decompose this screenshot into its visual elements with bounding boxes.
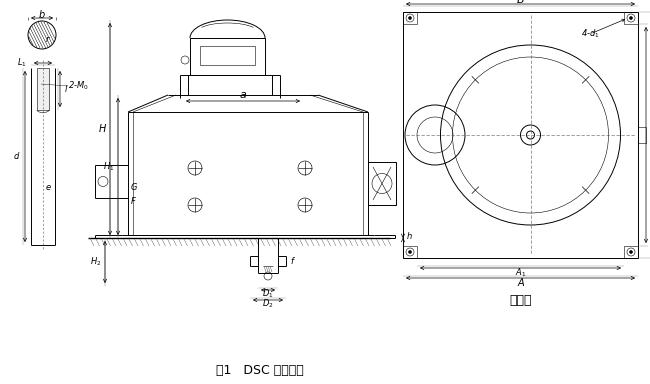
Circle shape: [408, 250, 411, 253]
Text: 2-$M_0$: 2-$M_0$: [68, 80, 89, 92]
Text: $H_2$: $H_2$: [90, 256, 101, 268]
Text: B: B: [517, 0, 525, 5]
Bar: [624, 12, 638, 24]
Text: $A_1$: $A_1$: [515, 267, 526, 279]
Text: r: r: [46, 35, 49, 45]
Text: e: e: [46, 183, 51, 192]
Bar: [190, 38, 265, 75]
Circle shape: [629, 250, 632, 253]
Text: 仰视图: 仰视图: [509, 293, 532, 306]
Text: b: b: [39, 10, 45, 20]
Text: h: h: [407, 232, 412, 241]
Text: H: H: [99, 124, 106, 134]
Text: a: a: [240, 90, 246, 100]
Text: 4-$d_1$: 4-$d_1$: [580, 28, 599, 40]
Bar: [37, 68, 49, 110]
Bar: [200, 46, 255, 65]
Text: G: G: [131, 184, 138, 192]
Bar: [403, 12, 638, 258]
Text: F: F: [131, 197, 136, 205]
Text: A: A: [517, 278, 524, 288]
Bar: [403, 12, 417, 24]
Bar: [624, 246, 638, 258]
Text: d: d: [14, 152, 19, 161]
Text: 图1   DSC 型减速器: 图1 DSC 型减速器: [216, 364, 304, 376]
Text: $f$: $f$: [290, 255, 296, 266]
Text: $D_2$: $D_2$: [262, 298, 274, 310]
Circle shape: [408, 17, 411, 20]
Bar: [638, 127, 646, 143]
Text: $H_1$: $H_1$: [103, 160, 114, 173]
Circle shape: [629, 17, 632, 20]
Text: $D_1$: $D_1$: [262, 288, 274, 300]
Bar: [368, 162, 396, 205]
Bar: [403, 246, 417, 258]
Text: l: l: [65, 84, 68, 93]
Text: $L_1$: $L_1$: [17, 57, 27, 69]
